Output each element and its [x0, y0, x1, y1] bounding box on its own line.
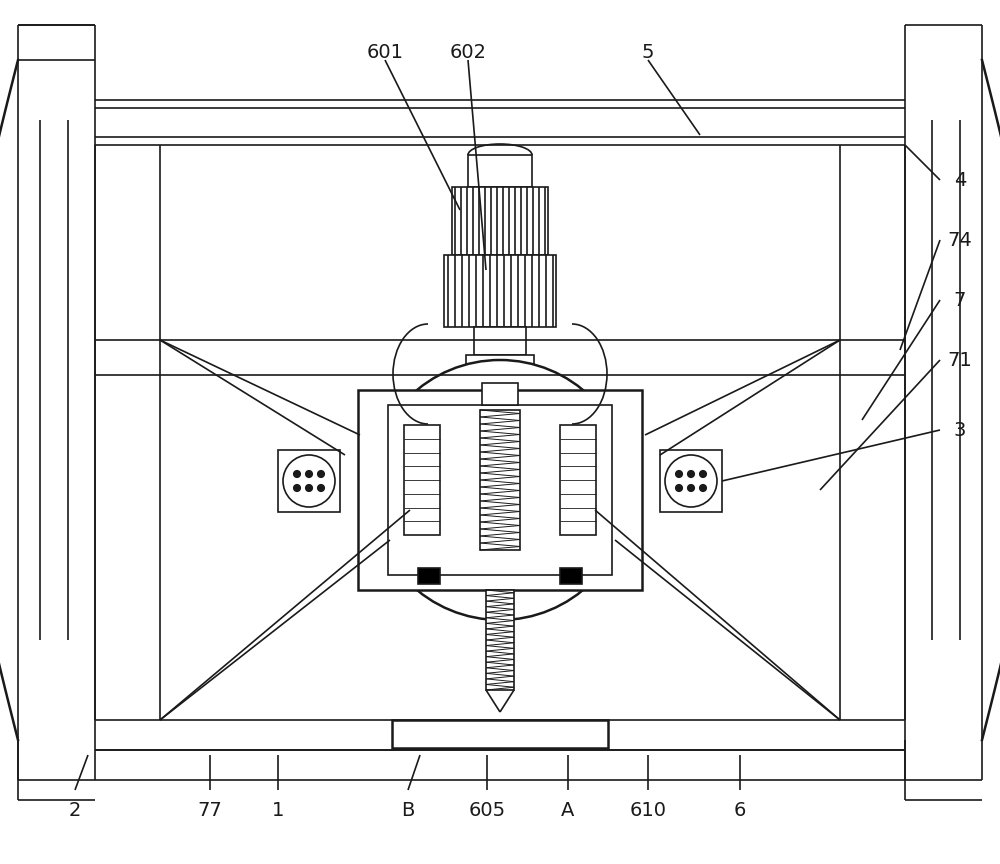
Circle shape	[318, 471, 324, 478]
Bar	[452, 187, 548, 255]
Bar	[444, 255, 556, 327]
Bar	[404, 425, 440, 535]
Text: 4: 4	[954, 170, 966, 189]
Text: 2: 2	[69, 801, 81, 819]
Text: 602: 602	[450, 42, 486, 61]
Circle shape	[688, 485, 694, 492]
Text: 5: 5	[642, 42, 654, 61]
Circle shape	[700, 485, 706, 492]
Circle shape	[665, 455, 717, 507]
Text: 1: 1	[272, 801, 284, 819]
Text: 71: 71	[948, 351, 972, 370]
Bar	[466, 355, 534, 387]
Circle shape	[294, 485, 300, 492]
Circle shape	[676, 485, 682, 492]
Bar	[480, 410, 520, 550]
Bar	[468, 155, 532, 187]
Text: B: B	[401, 801, 415, 819]
Bar	[486, 590, 514, 690]
Bar	[560, 425, 596, 535]
Bar	[358, 390, 642, 590]
Text: 6: 6	[734, 801, 746, 819]
Text: 3: 3	[954, 421, 966, 440]
Circle shape	[370, 360, 630, 620]
Bar	[278, 450, 340, 512]
Text: 74: 74	[948, 231, 972, 250]
Bar	[392, 720, 608, 748]
Bar	[474, 327, 526, 355]
Text: 7: 7	[954, 290, 966, 309]
Bar	[418, 568, 440, 584]
Bar	[388, 405, 612, 575]
Circle shape	[318, 485, 324, 492]
Text: A: A	[561, 801, 575, 819]
Circle shape	[306, 485, 312, 492]
Circle shape	[700, 471, 706, 478]
Circle shape	[294, 471, 300, 478]
Bar	[660, 450, 722, 512]
Text: 77: 77	[198, 801, 222, 819]
Circle shape	[676, 471, 682, 478]
Text: 605: 605	[468, 801, 506, 819]
Text: 601: 601	[366, 42, 404, 61]
Circle shape	[306, 471, 312, 478]
Circle shape	[283, 455, 335, 507]
Bar	[482, 383, 518, 405]
Text: 610: 610	[630, 801, 666, 819]
Bar	[560, 568, 582, 584]
Circle shape	[688, 471, 694, 478]
